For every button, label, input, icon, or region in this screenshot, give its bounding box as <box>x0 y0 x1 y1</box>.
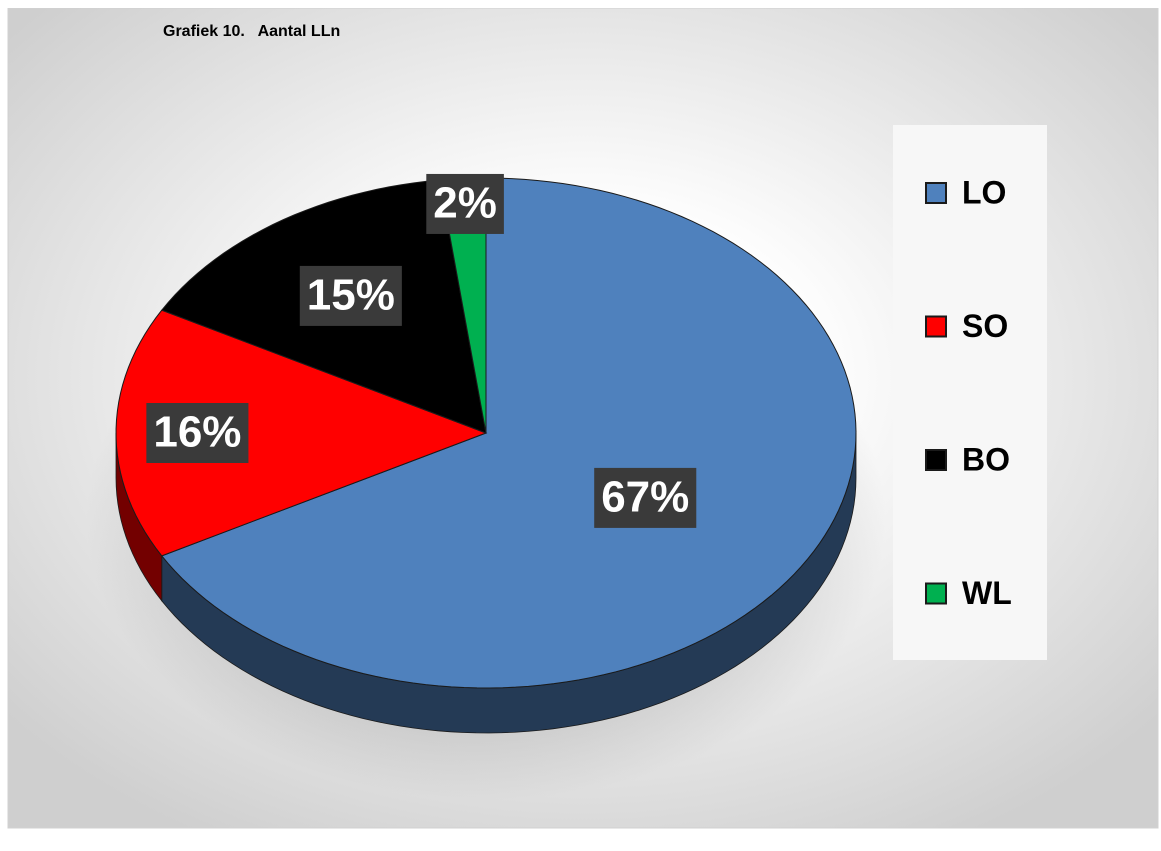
legend-label: WL <box>962 575 1012 611</box>
data-label: 16% <box>153 408 241 457</box>
legend: LO SO BO WL <box>925 174 1012 611</box>
data-label: 2% <box>433 179 497 228</box>
legend-label: BO <box>962 441 1010 477</box>
data-label-box <box>594 467 697 528</box>
chart-title: Grafiek 10. Aantal LLn <box>163 23 340 40</box>
data-label: 15% <box>307 271 395 320</box>
data-labels: 67% 16% 15% 2% <box>146 173 697 528</box>
legend-swatch <box>925 449 947 471</box>
legend-label: LO <box>962 174 1006 210</box>
data-label-box <box>146 403 249 463</box>
page-margin <box>0 0 1161 8</box>
legend-swatch <box>925 582 947 605</box>
data-label: 67% <box>601 473 689 522</box>
legend-swatch <box>925 182 947 204</box>
slice <box>160 177 857 689</box>
data-label-box <box>426 173 504 234</box>
slice <box>115 309 488 557</box>
legend-box <box>893 125 1047 660</box>
legend-label: SO <box>962 308 1008 344</box>
legend-swatch <box>925 315 947 338</box>
data-label-box <box>299 265 402 326</box>
